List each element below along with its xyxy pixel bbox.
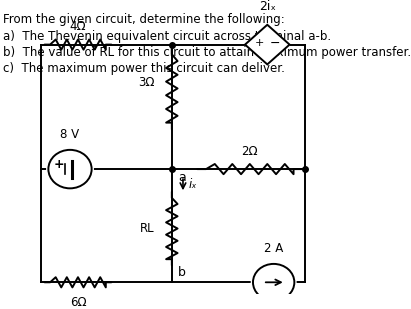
Text: 2iₓ: 2iₓ (259, 0, 276, 14)
Text: 8 V: 8 V (60, 128, 80, 141)
Text: +: + (53, 158, 64, 171)
Circle shape (252, 262, 296, 302)
Circle shape (47, 148, 93, 190)
Text: c)  The maximum power this circuit can deliver.: c) The maximum power this circuit can de… (3, 62, 285, 75)
Text: −: − (270, 37, 280, 50)
Text: RL: RL (140, 222, 155, 235)
Text: b)  The value of RL for this circuit to attain maximum power transfer.: b) The value of RL for this circuit to a… (3, 46, 411, 59)
Text: 4Ω: 4Ω (69, 20, 86, 33)
Text: +: + (255, 38, 264, 48)
Text: 2Ω: 2Ω (242, 145, 258, 158)
Text: iₓ: iₓ (189, 178, 197, 191)
Text: 6Ω: 6Ω (69, 296, 86, 309)
Text: a)  The Thevenin equivalent circuit across terminal a-b.: a) The Thevenin equivalent circuit acros… (3, 30, 331, 43)
Text: 2 A: 2 A (264, 243, 283, 256)
Text: b: b (178, 266, 186, 279)
Text: a: a (178, 171, 186, 184)
Polygon shape (245, 25, 290, 64)
Text: 3Ω: 3Ω (138, 76, 155, 89)
Text: From the given circuit, determine the following:: From the given circuit, determine the fo… (3, 14, 285, 27)
